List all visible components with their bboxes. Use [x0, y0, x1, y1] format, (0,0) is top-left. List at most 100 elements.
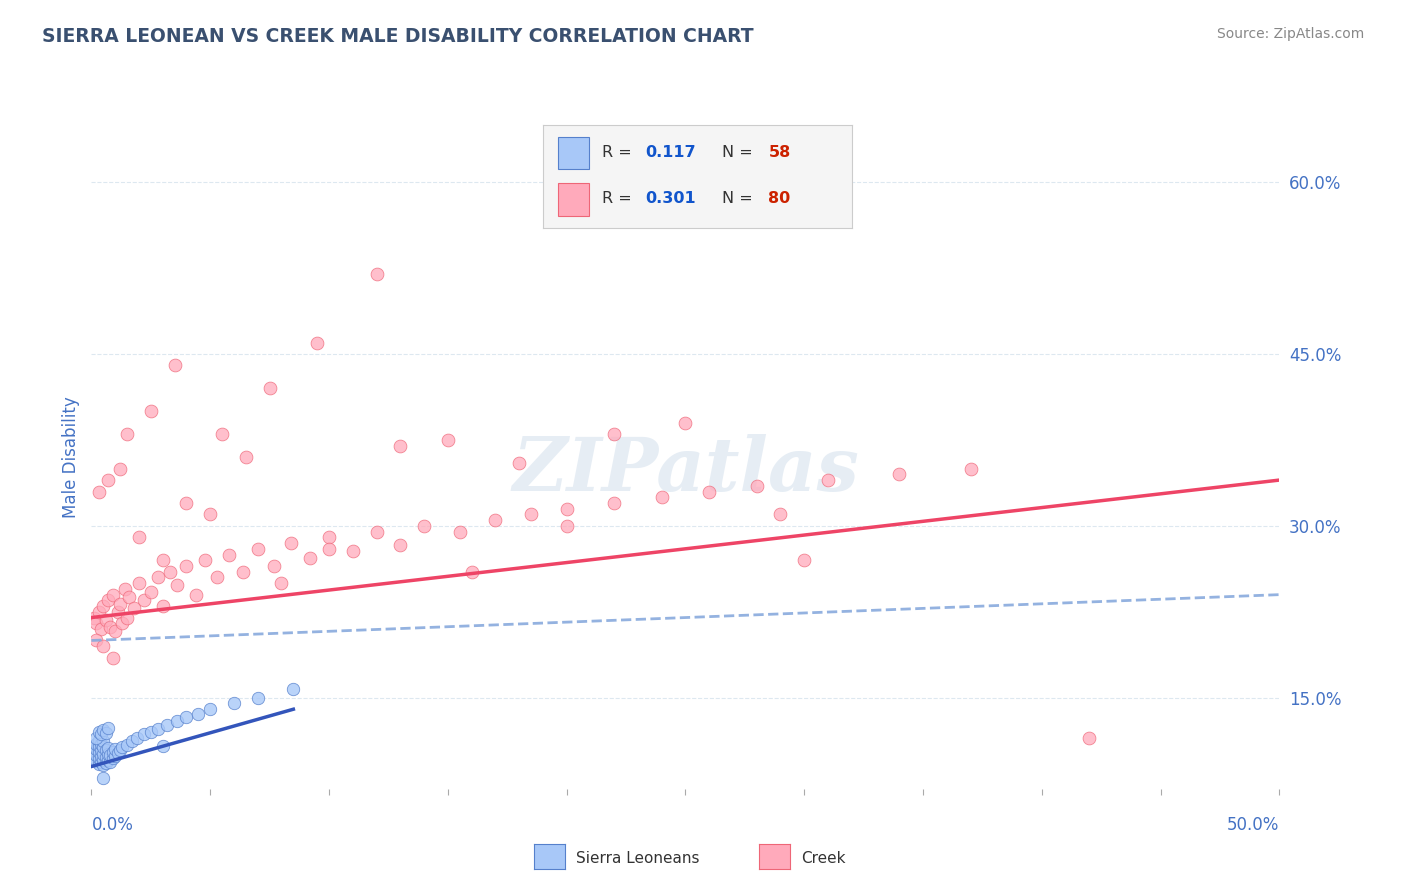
Point: [222, 697, 245, 711]
Point: [211, 427, 233, 442]
Point: [389, 538, 412, 552]
Point: [152, 599, 174, 613]
Point: [84, 616, 107, 631]
Point: [107, 746, 129, 760]
Point: [90, 743, 112, 757]
Point: [259, 381, 281, 395]
Point: [200, 702, 222, 716]
Point: [100, 620, 122, 634]
Text: 0.0%: 0.0%: [91, 816, 134, 834]
Point: [200, 508, 222, 522]
Point: [91, 739, 114, 754]
Point: [176, 559, 198, 574]
Point: [100, 755, 122, 769]
Point: [246, 690, 269, 705]
Point: [87, 757, 110, 772]
Point: [84, 737, 107, 751]
Point: [176, 496, 198, 510]
Point: [104, 624, 127, 639]
Point: [84, 747, 107, 762]
Text: 50.0%: 50.0%: [1227, 816, 1279, 834]
Point: [87, 745, 110, 759]
Point: [111, 739, 134, 754]
Point: [793, 553, 815, 567]
Point: [460, 565, 482, 579]
Point: [84, 633, 107, 648]
Point: [91, 753, 114, 767]
Point: [87, 725, 110, 739]
Point: [139, 404, 162, 418]
Point: [139, 585, 162, 599]
Text: N =: N =: [723, 191, 758, 206]
Point: [94, 756, 117, 770]
Point: [87, 733, 110, 747]
Text: Source: ZipAtlas.com: Source: ZipAtlas.com: [1216, 27, 1364, 41]
Point: [83, 610, 105, 624]
Text: 58: 58: [768, 145, 790, 160]
Point: [413, 519, 436, 533]
Point: [139, 725, 162, 739]
Point: [298, 551, 321, 566]
Point: [235, 450, 257, 465]
Point: [159, 565, 181, 579]
Point: [97, 753, 120, 767]
Point: [769, 508, 792, 522]
Point: [389, 439, 412, 453]
Point: [90, 749, 112, 764]
Point: [90, 737, 112, 751]
Point: [555, 501, 578, 516]
Point: [101, 650, 124, 665]
Point: [146, 722, 169, 736]
Point: [132, 593, 155, 607]
Point: [246, 541, 269, 556]
Text: SIERRA LEONEAN VS CREEK MALE DISABILITY CORRELATION CHART: SIERRA LEONEAN VS CREEK MALE DISABILITY …: [42, 27, 754, 45]
Point: [90, 727, 112, 741]
Point: [697, 484, 720, 499]
Point: [115, 738, 138, 752]
Point: [318, 530, 340, 544]
Point: [115, 610, 138, 624]
Text: ZIPatlas: ZIPatlas: [512, 434, 859, 507]
Point: [156, 718, 179, 732]
Point: [176, 710, 198, 724]
Text: Creek: Creek: [801, 851, 846, 865]
Text: Sierra Leoneans: Sierra Leoneans: [576, 851, 700, 865]
Point: [270, 576, 292, 591]
Point: [122, 601, 145, 615]
Text: R =: R =: [602, 191, 637, 206]
Point: [194, 553, 217, 567]
Point: [817, 473, 839, 487]
Point: [959, 461, 981, 475]
Point: [91, 599, 114, 613]
Point: [87, 751, 110, 765]
Point: [166, 578, 188, 592]
Point: [87, 739, 110, 753]
Text: 0.117: 0.117: [645, 145, 696, 160]
Point: [128, 576, 150, 591]
Point: [121, 734, 143, 748]
Point: [114, 582, 136, 596]
Point: [651, 490, 673, 504]
Point: [91, 734, 114, 748]
Point: [152, 553, 174, 567]
Point: [342, 544, 364, 558]
Point: [91, 758, 114, 772]
Point: [187, 706, 209, 721]
Point: [108, 743, 131, 757]
Point: [97, 741, 120, 756]
Point: [318, 541, 340, 556]
Point: [83, 751, 105, 765]
Point: [520, 508, 543, 522]
Point: [84, 742, 107, 756]
Point: [118, 590, 141, 604]
Point: [94, 750, 117, 764]
Point: [152, 739, 174, 753]
Point: [449, 524, 471, 539]
Point: [101, 751, 124, 765]
Point: [366, 267, 388, 281]
Point: [83, 739, 105, 753]
Point: [90, 755, 112, 769]
Point: [84, 731, 107, 745]
Point: [263, 559, 285, 574]
Point: [115, 427, 138, 442]
